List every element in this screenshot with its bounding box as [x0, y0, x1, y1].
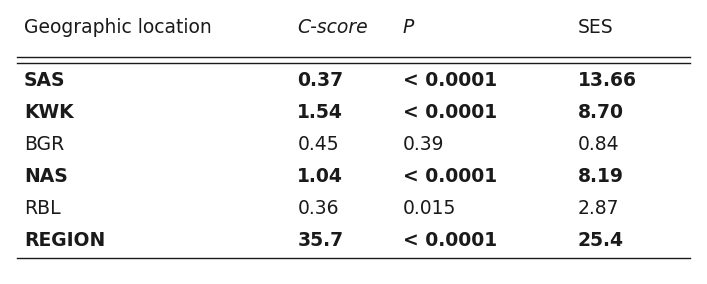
- Text: < 0.0001: < 0.0001: [402, 231, 497, 250]
- Text: BGR: BGR: [24, 135, 64, 154]
- Text: 1.04: 1.04: [298, 167, 344, 186]
- Text: 35.7: 35.7: [298, 231, 344, 250]
- Text: 13.66: 13.66: [578, 71, 637, 90]
- Text: RBL: RBL: [24, 199, 60, 218]
- Text: Geographic location: Geographic location: [24, 18, 211, 37]
- Text: 0.015: 0.015: [402, 199, 456, 218]
- Text: REGION: REGION: [24, 231, 105, 250]
- Text: 0.39: 0.39: [402, 135, 444, 154]
- Text: P: P: [402, 18, 414, 37]
- Text: 8.19: 8.19: [578, 167, 624, 186]
- Text: 8.70: 8.70: [578, 103, 624, 122]
- Text: 0.84: 0.84: [578, 135, 619, 154]
- Text: C-score: C-score: [298, 18, 368, 37]
- Text: NAS: NAS: [24, 167, 68, 186]
- Text: < 0.0001: < 0.0001: [402, 71, 497, 90]
- Text: 0.36: 0.36: [298, 199, 339, 218]
- Text: 1.54: 1.54: [298, 103, 344, 122]
- Text: SES: SES: [578, 18, 614, 37]
- Text: 0.45: 0.45: [298, 135, 339, 154]
- Text: < 0.0001: < 0.0001: [402, 103, 497, 122]
- Text: KWK: KWK: [24, 103, 74, 122]
- Text: < 0.0001: < 0.0001: [402, 167, 497, 186]
- Text: 0.37: 0.37: [298, 71, 344, 90]
- Text: 25.4: 25.4: [578, 231, 624, 250]
- Text: SAS: SAS: [24, 71, 65, 90]
- Text: 2.87: 2.87: [578, 199, 619, 218]
